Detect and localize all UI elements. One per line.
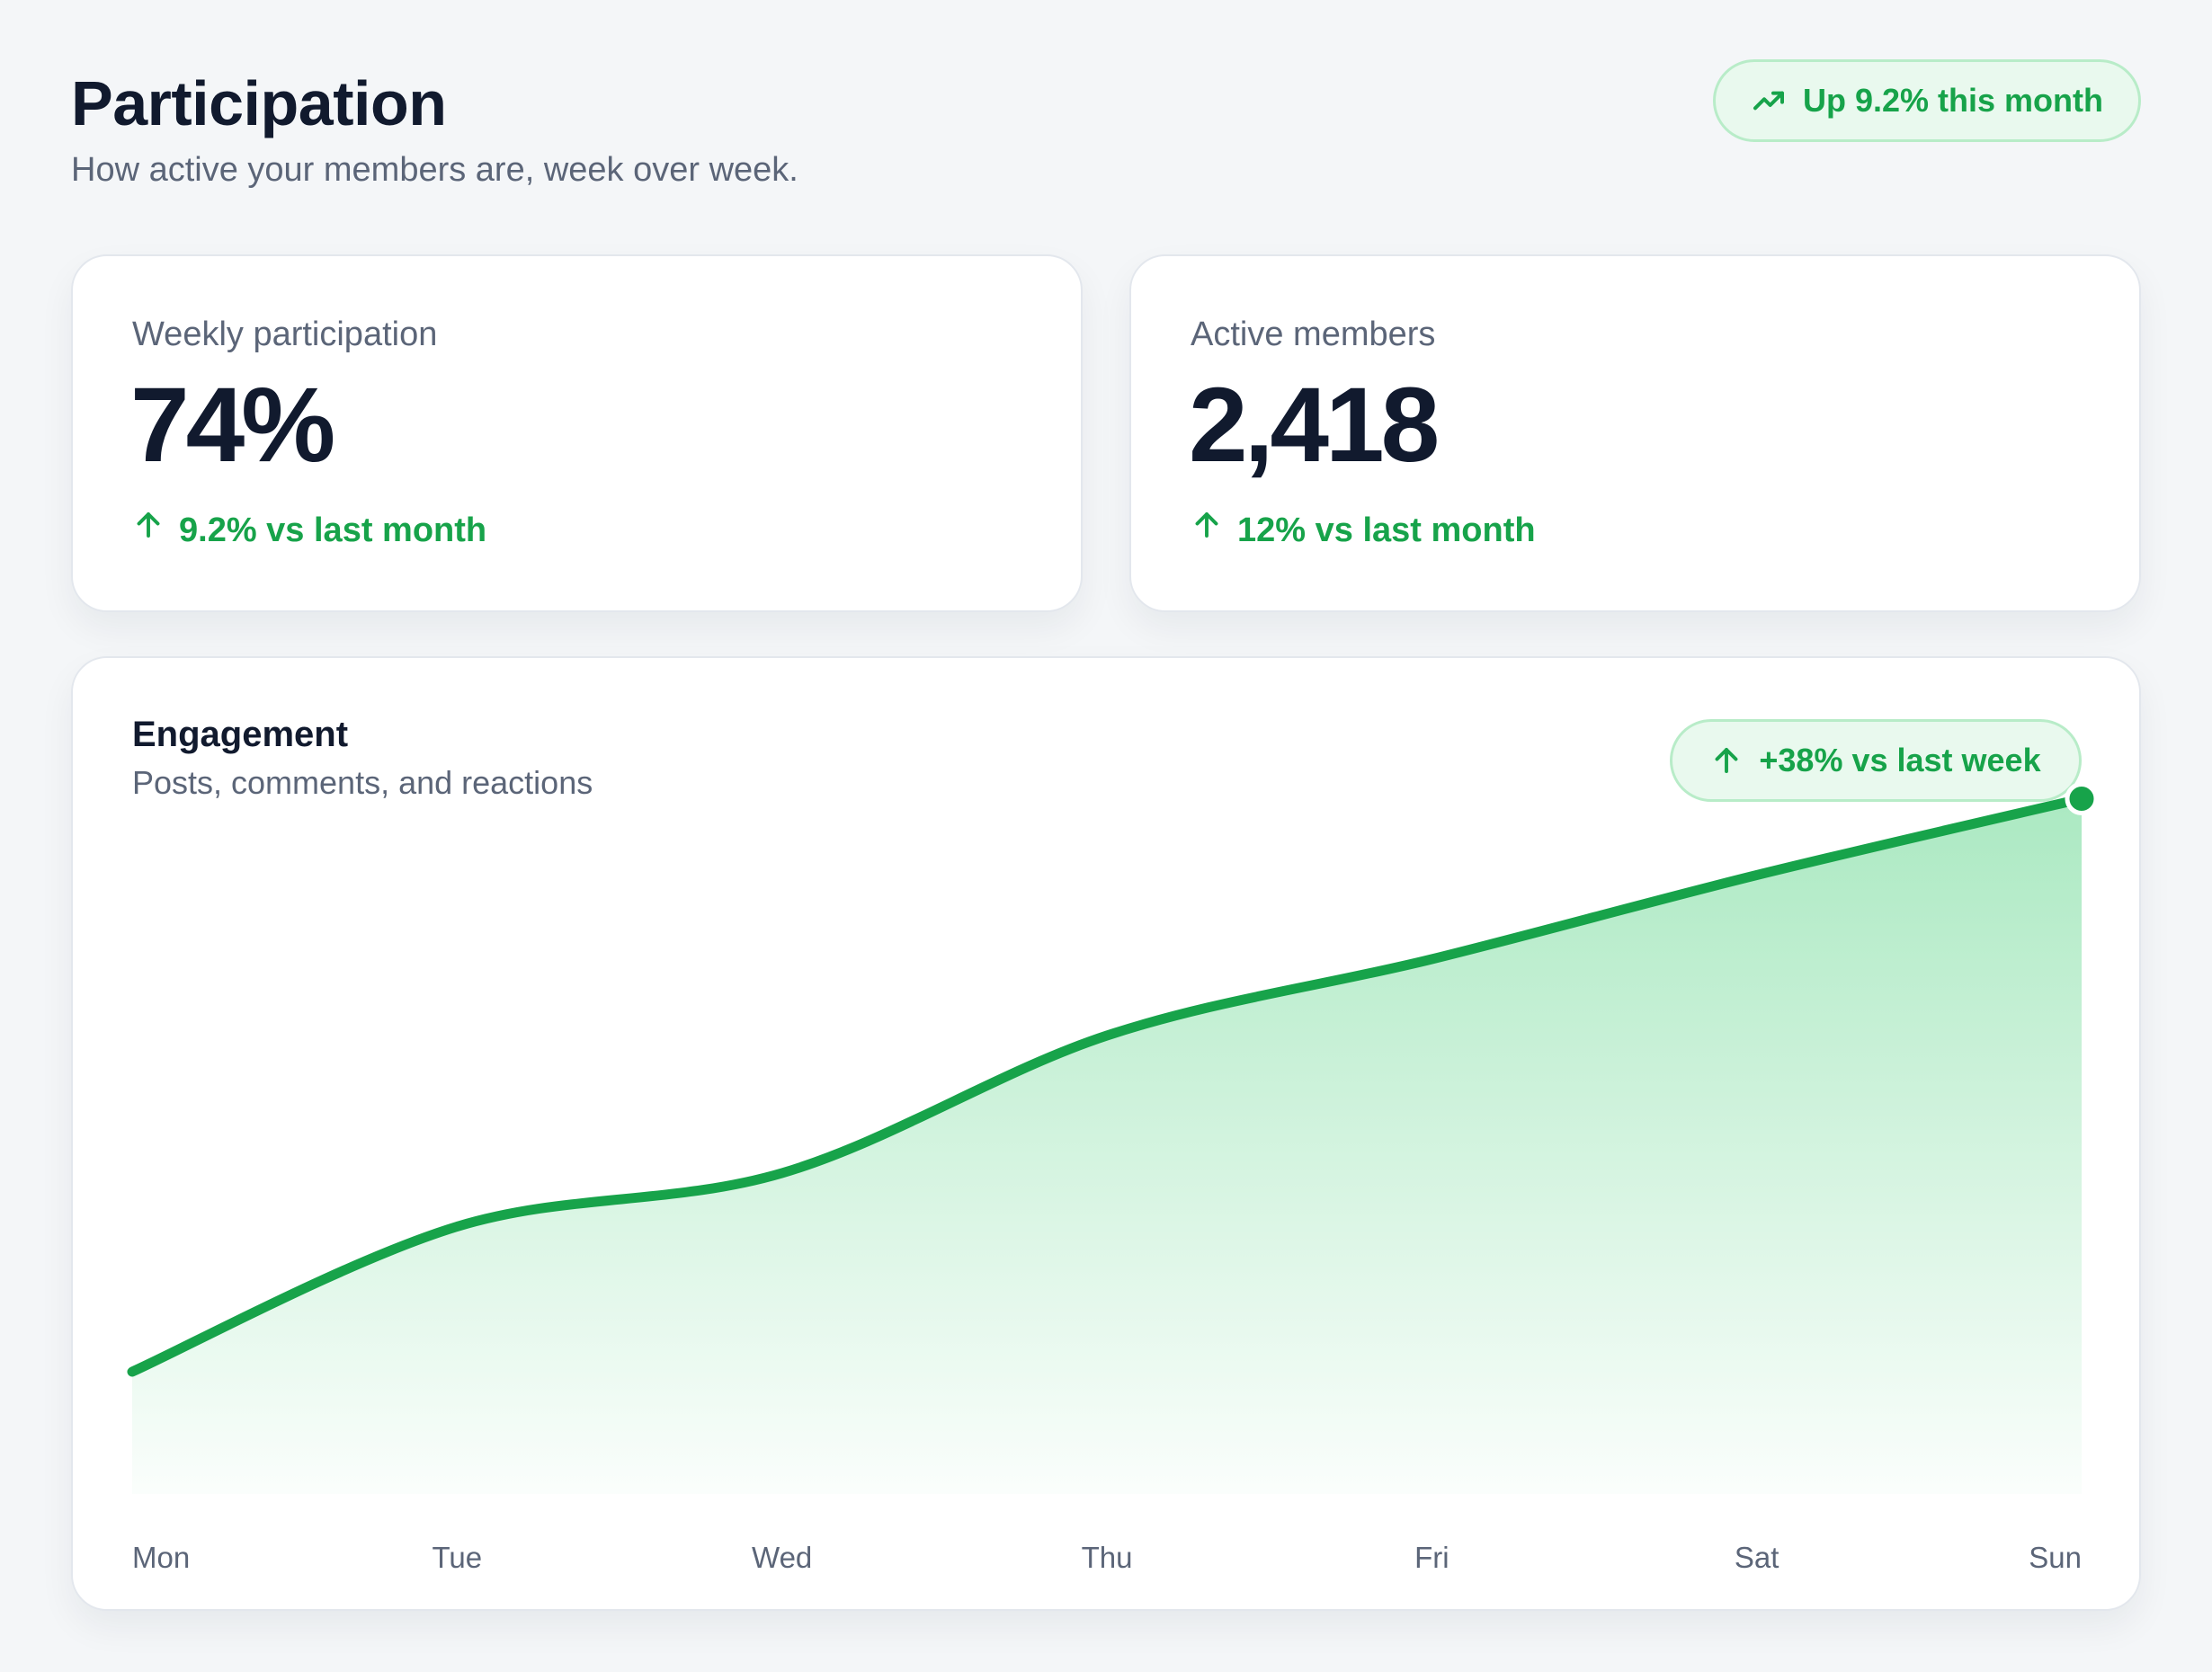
chart-subtitle: Posts, comments, and reactions	[132, 764, 593, 801]
stat-delta-label: 12% vs last month	[1237, 511, 1536, 549]
x-axis-label: Fri	[1414, 1541, 1449, 1574]
stat-delta: 9.2% vs last month	[132, 508, 486, 553]
engagement-card: Engagement Posts, comments, and reaction…	[71, 656, 2141, 1611]
stat-label: Weekly participation	[132, 316, 438, 353]
x-axis-label: Wed	[752, 1541, 812, 1574]
chart-title: Engagement	[132, 715, 349, 754]
engagement-badge-label: +38% vs last week	[1759, 742, 2041, 778]
x-axis-label: Tue	[433, 1541, 483, 1574]
x-axis-label: Mon	[132, 1541, 190, 1574]
arrow-up-icon	[1710, 744, 1743, 777]
stat-card-weekly-participation: Weekly participation 74% 9.2% vs last mo…	[71, 254, 1083, 612]
trending-up-icon	[1751, 83, 1787, 119]
arrow-up-icon	[1191, 508, 1223, 553]
stat-card-active-members: Active members 2,418 12% vs last month	[1129, 254, 2141, 612]
last-point-marker	[2065, 782, 2099, 815]
page-header: Participation How active your members ar…	[71, 59, 2141, 207]
engagement-line	[127, 794, 2087, 1377]
page-subtitle: How active your members are, week over w…	[71, 151, 798, 189]
x-axis-label: Sat	[1735, 1541, 1779, 1574]
stat-value: 74%	[130, 366, 335, 485]
stat-label: Active members	[1191, 316, 1436, 353]
stat-delta: 12% vs last month	[1191, 508, 1536, 553]
trend-badge: Up 9.2% this month	[1713, 59, 2141, 142]
engagement-chart: Mon Tue Wed Thu Fri Sat Sun	[127, 782, 2099, 1574]
engagement-area	[132, 798, 2082, 1494]
x-axis-label: Thu	[1082, 1541, 1133, 1574]
engagement-badge: +38% vs last week	[1670, 719, 2082, 802]
page-title: Participation	[71, 68, 447, 138]
arrow-up-icon	[132, 508, 165, 553]
x-axis-label: Sun	[2029, 1541, 2082, 1574]
stat-value: 2,418	[1189, 366, 1440, 485]
stat-delta-label: 9.2% vs last month	[179, 511, 487, 549]
trend-badge-label: Up 9.2% this month	[1802, 82, 2104, 119]
